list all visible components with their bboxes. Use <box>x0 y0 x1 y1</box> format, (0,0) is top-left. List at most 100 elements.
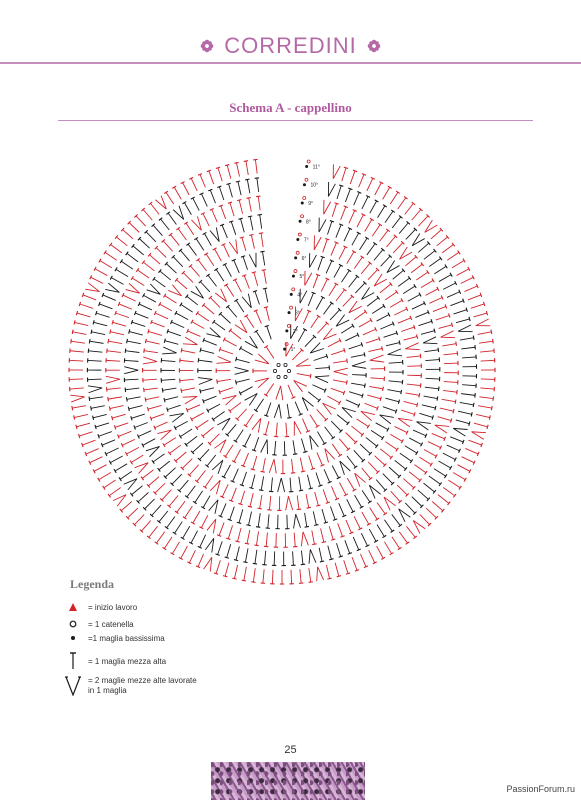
half-double-stitch <box>382 406 398 414</box>
half-double-stitch <box>431 432 447 442</box>
half-double-stitch <box>234 378 250 385</box>
half-double-stitch <box>327 545 334 561</box>
half-double-stitch <box>183 221 195 236</box>
half-double-stitch <box>367 461 380 475</box>
half-double-stitch <box>171 254 184 268</box>
chain-stitch <box>304 177 309 182</box>
half-double-stitch <box>250 455 258 471</box>
half-double-stitch <box>369 199 379 214</box>
half-double-stitch <box>291 551 296 566</box>
half-double-stitch <box>200 495 211 510</box>
half-double-stitch <box>132 514 145 527</box>
half-double-stitch <box>206 403 221 413</box>
half-double-stitch <box>267 495 272 511</box>
half-double-stitch <box>150 319 165 328</box>
half-double-stitch <box>153 483 166 496</box>
half-double-stitch <box>222 562 230 578</box>
half-double-stitch <box>144 396 160 402</box>
v-stitch <box>323 199 332 215</box>
half-double-stitch <box>235 356 250 364</box>
half-double-stitch <box>81 292 97 301</box>
half-double-stitch <box>338 438 351 452</box>
half-double-stitch <box>307 391 321 403</box>
half-double-stitch <box>376 502 388 516</box>
half-double-stitch <box>292 440 298 456</box>
half-double-stitch <box>291 347 304 361</box>
half-double-stitch <box>211 319 226 331</box>
half-double-stitch <box>305 493 312 509</box>
half-double-stitch <box>411 496 424 509</box>
half-double-stitch <box>73 320 89 327</box>
half-double-stitch <box>240 255 248 270</box>
half-double-stitch <box>264 344 275 359</box>
half-double-stitch <box>180 348 196 354</box>
half-double-stitch <box>243 160 249 175</box>
slip-stitch <box>285 329 289 333</box>
half-double-stitch <box>345 332 360 342</box>
half-double-stitch <box>382 185 392 200</box>
chain-stitch <box>295 250 300 255</box>
half-double-stitch <box>113 463 128 474</box>
half-double-stitch <box>310 314 321 329</box>
v-stitch <box>157 429 172 441</box>
legend-label: = inizio lavoro <box>88 603 138 612</box>
v-stitch <box>304 270 313 286</box>
half-double-stitch <box>371 222 383 237</box>
half-double-stitch <box>453 307 468 315</box>
half-double-stitch <box>296 495 302 511</box>
half-double-stitch <box>373 247 385 261</box>
half-double-stitch <box>263 383 275 397</box>
half-double-stitch <box>374 181 384 196</box>
half-double-stitch <box>384 209 396 223</box>
half-double-stitch <box>398 531 410 545</box>
half-double-stitch <box>211 411 225 422</box>
half-double-stitch <box>262 287 269 303</box>
v-stitch <box>182 396 198 405</box>
half-double-stitch <box>243 548 249 564</box>
half-double-stitch <box>352 373 367 378</box>
half-double-stitch <box>268 477 274 493</box>
half-double-stitch <box>195 553 204 569</box>
half-double-stitch <box>187 464 199 478</box>
half-double-stitch <box>218 387 234 395</box>
half-double-stitch <box>428 475 443 487</box>
v-stitch <box>182 336 198 346</box>
half-double-stitch <box>236 509 244 524</box>
half-double-stitch <box>245 178 251 194</box>
half-double-stitch <box>480 358 496 363</box>
chain-stitch <box>289 305 293 310</box>
half-double-stitch <box>323 301 334 315</box>
v-stitch <box>341 407 356 419</box>
half-double-stitch <box>273 422 279 438</box>
half-double-stitch <box>356 213 366 228</box>
half-double-stitch <box>186 328 201 337</box>
half-double-stitch <box>405 227 418 240</box>
half-double-stitch <box>257 213 263 229</box>
slip-stitch <box>294 256 298 260</box>
v-stitch <box>471 431 486 440</box>
half-double-stitch <box>366 176 376 192</box>
half-double-stitch <box>179 378 194 383</box>
half-double-stitch <box>307 291 316 307</box>
v-stitch <box>87 385 103 394</box>
v-stitch <box>146 283 161 295</box>
half-double-stitch <box>153 421 168 430</box>
v-stitch <box>206 327 221 338</box>
half-double-stitch <box>228 402 242 414</box>
v-stitch <box>398 508 411 523</box>
half-double-stitch <box>162 437 177 448</box>
half-double-stitch <box>208 188 216 204</box>
half-double-stitch <box>249 474 256 490</box>
slip-stitch <box>300 201 304 205</box>
half-double-stitch <box>302 309 312 324</box>
half-double-stitch <box>129 485 143 497</box>
half-double-stitch <box>275 514 280 530</box>
half-double-stitch <box>444 370 459 375</box>
half-double-stitch <box>452 472 467 482</box>
half-double-stitch <box>285 514 290 530</box>
half-double-stitch <box>100 439 116 448</box>
half-double-stitch <box>92 464 107 474</box>
half-double-stitch <box>107 338 123 345</box>
half-double-stitch <box>341 268 352 283</box>
half-double-stitch <box>127 220 140 233</box>
